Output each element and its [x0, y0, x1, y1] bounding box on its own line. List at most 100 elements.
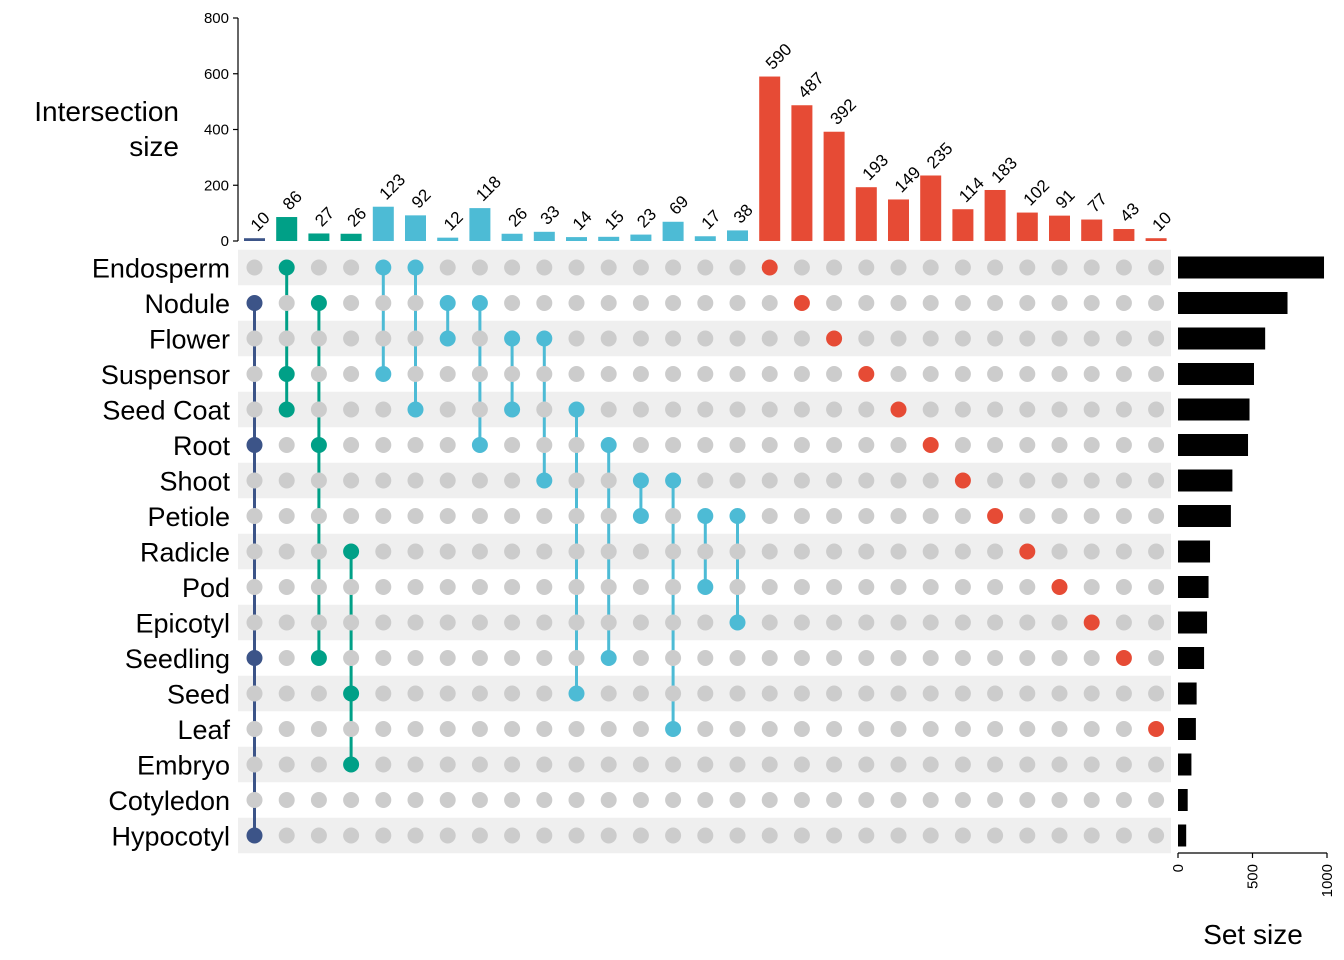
matrix-dot-inactive	[310, 330, 327, 347]
matrix-dot-inactive	[1148, 508, 1165, 524]
intersection-bar	[244, 238, 265, 241]
matrix-dot-inactive	[793, 401, 810, 418]
set-size-title: Set size	[1203, 919, 1303, 950]
matrix-dot-inactive	[1019, 401, 1036, 418]
matrix-dot-inactive	[697, 259, 714, 276]
matrix-dot-active	[504, 401, 521, 418]
matrix-dot-inactive	[1148, 401, 1165, 418]
matrix-dot-inactive	[954, 330, 971, 347]
matrix-dot-inactive	[1083, 366, 1100, 382]
matrix-dot-inactive	[600, 330, 617, 347]
matrix-dot-inactive	[1083, 792, 1100, 808]
set-size-bar	[1178, 753, 1192, 776]
matrix-dot-inactive	[278, 721, 295, 737]
matrix-dot-inactive	[697, 472, 714, 489]
matrix-dot-inactive	[761, 579, 778, 595]
matrix-dot-inactive	[375, 437, 392, 453]
intersection-matrix	[246, 259, 1165, 844]
matrix-dot-inactive	[761, 366, 778, 382]
matrix-dot-inactive	[858, 401, 875, 418]
matrix-dot-inactive	[697, 543, 714, 560]
matrix-dot-inactive	[375, 543, 392, 560]
matrix-dot-inactive	[1148, 579, 1165, 595]
matrix-dot-inactive	[1051, 792, 1068, 808]
matrix-dot-inactive	[1115, 614, 1132, 631]
matrix-dot-inactive	[922, 330, 939, 347]
matrix-dot-inactive	[439, 827, 456, 844]
matrix-dot-inactive	[1148, 437, 1165, 453]
set-size-bar	[1178, 718, 1196, 740]
matrix-dot-active	[246, 827, 263, 844]
matrix-dot-active	[632, 472, 649, 489]
matrix-dot-inactive	[987, 437, 1004, 453]
matrix-dot-inactive	[729, 259, 746, 276]
matrix-dot-active	[1083, 614, 1100, 631]
matrix-dot-inactive	[922, 508, 939, 524]
matrix-dot-inactive	[729, 650, 746, 666]
matrix-dot-inactive	[826, 792, 843, 808]
intersection-bar-value-label: 193	[859, 151, 892, 184]
matrix-dot-inactive	[278, 827, 295, 844]
matrix-dot-inactive	[407, 685, 424, 702]
matrix-dot-inactive	[568, 721, 585, 737]
set-name-label: Radicle	[140, 538, 230, 568]
matrix-dot-active	[278, 366, 295, 382]
matrix-dot-inactive	[922, 614, 939, 631]
intersection-bar-value-label: 487	[794, 69, 827, 102]
matrix-dot-inactive	[343, 366, 360, 382]
matrix-dot-inactive	[407, 827, 424, 844]
matrix-dot-inactive	[761, 401, 778, 418]
matrix-dot-inactive	[439, 614, 456, 631]
matrix-dot-inactive	[665, 792, 682, 808]
matrix-dot-inactive	[858, 437, 875, 453]
matrix-dot-inactive	[439, 721, 456, 737]
matrix-dot-inactive	[826, 543, 843, 560]
matrix-dot-inactive	[375, 827, 392, 844]
matrix-dot-inactive	[987, 543, 1004, 560]
intersection-bar-value-label: 23	[633, 205, 660, 232]
set-size-axis-tick-label: 0	[1170, 864, 1187, 872]
intersection-bar-value-label: 392	[826, 95, 859, 128]
matrix-dot-inactive	[890, 721, 907, 737]
matrix-dot-inactive	[697, 827, 714, 844]
matrix-dot-active	[632, 508, 649, 524]
matrix-dot-inactive	[890, 543, 907, 560]
matrix-dot-inactive	[536, 295, 553, 311]
matrix-dot-inactive	[697, 295, 714, 311]
matrix-dot-inactive	[858, 685, 875, 702]
matrix-dot-active	[407, 259, 424, 276]
intersection-bar-value-label: 10	[1148, 208, 1175, 235]
matrix-dot-inactive	[793, 792, 810, 808]
matrix-dot-active	[600, 650, 617, 666]
matrix-dot-inactive	[665, 756, 682, 773]
matrix-dot-inactive	[600, 401, 617, 418]
matrix-dot-inactive	[1051, 366, 1068, 382]
intersection-bar-value-label: 183	[987, 153, 1020, 186]
matrix-dot-inactive	[1148, 295, 1165, 311]
matrix-dot-inactive	[858, 827, 875, 844]
matrix-dot-inactive	[1083, 756, 1100, 773]
matrix-dot-inactive	[987, 614, 1004, 631]
matrix-dot-inactive	[504, 650, 521, 666]
matrix-dot-inactive	[310, 401, 327, 418]
intersection-bar-value-label: 149	[891, 163, 924, 196]
matrix-dot-active	[761, 259, 778, 276]
matrix-dot-inactive	[504, 579, 521, 595]
matrix-dot-inactive	[1019, 827, 1036, 844]
matrix-dot-inactive	[954, 508, 971, 524]
matrix-dot-inactive	[1148, 827, 1165, 844]
matrix-dot-inactive	[246, 543, 263, 560]
intersection-bar	[727, 230, 748, 241]
matrix-dot-inactive	[761, 437, 778, 453]
matrix-dot-inactive	[761, 508, 778, 524]
matrix-dot-inactive	[922, 827, 939, 844]
matrix-dot-inactive	[665, 401, 682, 418]
intersection-bar	[952, 209, 974, 241]
matrix-dot-inactive	[1083, 259, 1100, 276]
matrix-dot-inactive	[761, 756, 778, 773]
intersection-bar-value-label: 590	[762, 40, 795, 73]
matrix-dot-inactive	[697, 366, 714, 382]
matrix-dot-inactive	[278, 579, 295, 595]
matrix-dot-inactive	[1115, 366, 1132, 382]
matrix-dot-inactive	[826, 685, 843, 702]
